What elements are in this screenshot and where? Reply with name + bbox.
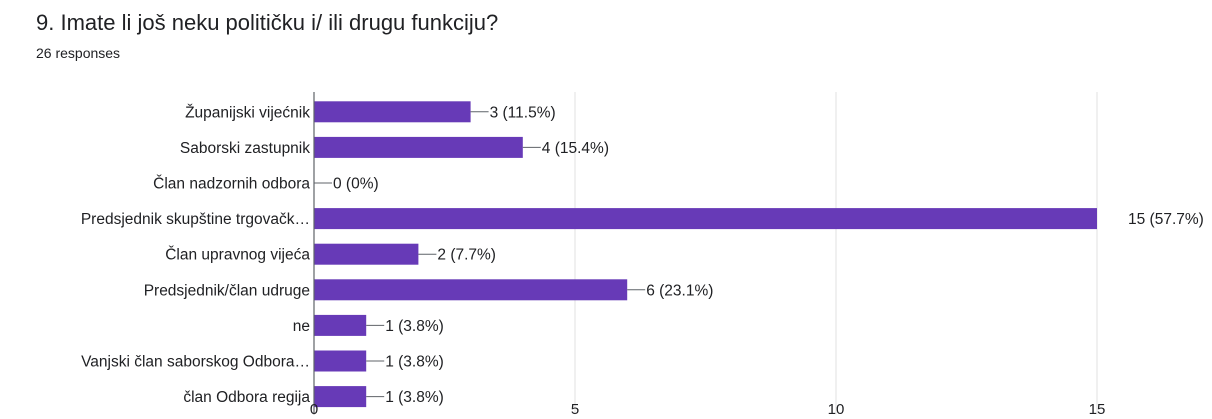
bar	[314, 386, 367, 408]
data-label: 0 (0%)	[333, 176, 379, 193]
x-tick-label: 5	[571, 401, 579, 418]
category-label: član Odbora regija	[183, 389, 310, 406]
x-tick-label: 0	[310, 401, 318, 418]
response-count: 26 responses	[36, 45, 121, 61]
bar	[314, 136, 523, 158]
category-label: Predsjednik/član udruge	[144, 282, 310, 299]
bar	[314, 314, 367, 336]
chart-title: 9. Imate li još neku političku i/ ili dr…	[36, 10, 499, 35]
data-label: 1 (3.8%)	[385, 389, 444, 406]
data-label: 2 (7.7%)	[437, 247, 496, 264]
category-label: Saborski zastupnik	[180, 140, 310, 157]
category-label: Predsjednik skupštine trgovačk…	[81, 211, 310, 228]
data-label: 1 (3.8%)	[385, 354, 444, 371]
category-label: ne	[293, 318, 310, 335]
bar	[314, 350, 367, 372]
data-label: 6 (23.1%)	[646, 282, 713, 299]
category-label: Županijski vijećnik	[185, 104, 310, 121]
data-label: 15 (57.7%)	[1128, 211, 1204, 228]
data-label: 1 (3.8%)	[385, 318, 444, 335]
bar	[314, 208, 1097, 230]
category-label: Član nadzornih odbora	[153, 176, 310, 193]
category-label: Član upravnog vijeća	[165, 247, 310, 264]
x-tick-label: 10	[828, 401, 845, 418]
bar	[314, 101, 471, 123]
bar	[314, 243, 419, 265]
category-label: Vanjski član saborskog Odbora…	[81, 354, 310, 371]
data-label: 4 (15.4%)	[542, 140, 609, 157]
bar	[314, 279, 628, 301]
x-tick-label: 15	[1089, 401, 1106, 418]
data-label: 3 (11.5%)	[490, 104, 556, 121]
